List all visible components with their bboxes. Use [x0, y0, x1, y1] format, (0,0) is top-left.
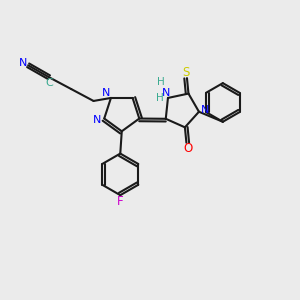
Text: O: O	[183, 142, 193, 155]
Text: F: F	[117, 195, 124, 208]
Text: N: N	[19, 58, 27, 68]
Text: N: N	[201, 105, 209, 115]
Text: N: N	[93, 115, 101, 125]
Text: N: N	[102, 88, 111, 98]
Text: H: H	[157, 76, 164, 87]
Text: H: H	[156, 93, 164, 103]
Text: C: C	[45, 78, 53, 88]
Text: S: S	[182, 66, 189, 79]
Text: N: N	[162, 88, 171, 98]
